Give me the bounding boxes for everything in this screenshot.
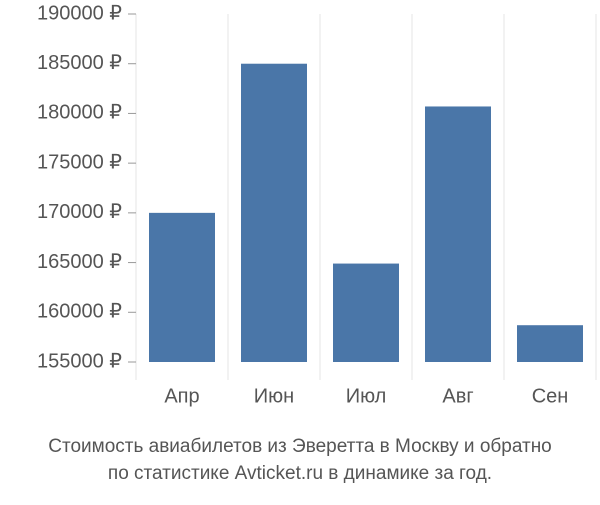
y-tick-label: 160000 ₽ [37,301,122,323]
y-tick-label: 155000 ₽ [37,350,122,372]
y-tick-label: 165000 ₽ [37,251,122,273]
y-tick-label: 190000 ₽ [37,2,122,24]
bar [333,263,399,362]
bar [241,63,307,362]
y-tick-label: 180000 ₽ [37,102,122,124]
y-tick-label: 185000 ₽ [37,52,122,74]
chart-title: Стоимость авиабилетов из Эверетта в Моск… [48,436,552,457]
bar [517,325,583,362]
y-tick-label: 170000 ₽ [37,201,122,223]
x-tick-label: Июл [346,385,387,407]
x-tick-label: Апр [164,385,199,407]
bar [425,106,491,363]
chart-title: по статистике Avticket.ru в динамике за … [108,463,492,484]
x-tick-label: Сен [532,385,569,407]
x-tick-label: Авг [442,385,473,407]
y-tick-label: 175000 ₽ [37,151,122,173]
x-tick-label: Июн [254,385,294,407]
bar [149,212,215,362]
